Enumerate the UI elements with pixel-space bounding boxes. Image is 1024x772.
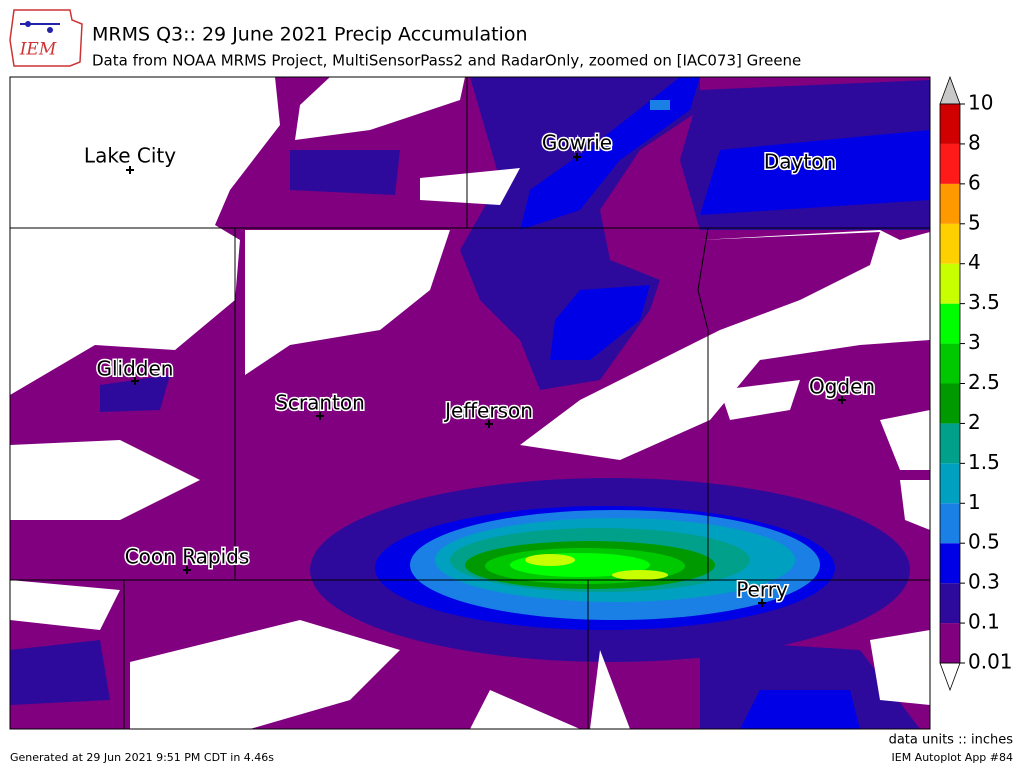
colorbar-segment — [940, 423, 960, 464]
footer-generated: Generated at 29 Jun 2021 9:51 PM CDT in … — [10, 751, 274, 764]
city-marker — [573, 153, 581, 161]
county-borders — [9, 76, 931, 730]
field-area — [740, 690, 860, 729]
colorbar-tick-label: 0.01 — [968, 650, 1013, 674]
subtitle: Data from NOAA MRMS Project, MultiSensor… — [92, 52, 801, 70]
city-label: Gowrie — [542, 131, 612, 155]
colorbar-segment — [940, 104, 960, 144]
field-area — [520, 77, 700, 230]
colorbar-segment — [940, 463, 960, 504]
logo: IEM — [9, 9, 83, 67]
cities: Lake City Gowrie Dayton Glidden Scranton Jeff… — [82, 129, 877, 607]
colorbar-segment — [940, 623, 960, 663]
colorbar-tick-label: 2.5 — [968, 370, 1000, 394]
colorbar-segment — [940, 583, 960, 624]
field-area — [100, 375, 170, 412]
colorbar-tick-label: 8 — [968, 130, 981, 154]
city-label: Dayton — [764, 150, 836, 174]
dry-areas — [10, 77, 930, 729]
city-label: Scranton — [275, 391, 365, 415]
field-area — [612, 570, 668, 580]
field-area — [290, 150, 400, 195]
field-area — [700, 130, 930, 215]
city-marker — [183, 566, 191, 574]
city-label: Ogden — [809, 375, 875, 399]
city-label: Lake City — [84, 144, 176, 168]
colorbar-segment — [940, 543, 960, 584]
colorbar-segment — [940, 183, 960, 224]
city-marker — [758, 599, 766, 607]
units-label: data units :: inches — [889, 733, 1014, 748]
colorbar-segment — [940, 223, 960, 264]
city-label: Coon Rapids — [125, 545, 250, 569]
city-label: Jefferson — [443, 399, 533, 423]
city-label: Glidden — [97, 357, 174, 381]
city-label: Perry — [736, 578, 788, 602]
colorbar-tick-label: 2 — [968, 410, 981, 434]
colorbar: 0.01 0.1 0.3 0.5 1 1.5 2 2.5 3 3.5 4 5 6 8 10 — [939, 75, 1013, 692]
title: MRMS Q3:: 29 June 2021 Precip Accumulati… — [92, 24, 528, 46]
colorbar-tick-label: 3 — [968, 330, 981, 354]
colorbar-tick-label: 0.3 — [968, 570, 1000, 594]
colorbar-segment — [940, 143, 960, 184]
field-area — [525, 554, 575, 566]
colorbar-tick-label: 0.1 — [968, 610, 1000, 634]
logo-text: IEM — [19, 40, 57, 60]
colorbar-tick-label: 1.5 — [968, 450, 1000, 474]
colorbar-segment — [940, 303, 960, 344]
field-area — [650, 100, 670, 110]
city-marker — [126, 166, 134, 174]
footer-app: IEM Autoplot App #84 — [892, 751, 1014, 764]
colorbar-under — [939, 662, 961, 692]
colorbar-tick-label: 10 — [968, 91, 993, 115]
city-marker — [838, 396, 846, 404]
colorbar-over — [939, 75, 961, 105]
colorbar-segment — [940, 503, 960, 544]
city-marker — [316, 412, 324, 420]
colorbar-tick-label: 4 — [968, 250, 981, 274]
colorbar-segment — [940, 343, 960, 384]
city-marker — [131, 377, 139, 385]
colorbar-tick-label: 0.5 — [968, 530, 1000, 554]
colorbar-tick-label: 1 — [968, 490, 981, 514]
colorbar-segment — [940, 263, 960, 304]
precip-field — [10, 77, 930, 729]
field-area — [10, 640, 110, 705]
field-area — [550, 285, 650, 360]
colorbar-tick-label: 3.5 — [968, 290, 1000, 314]
colorbar-tick-label: 6 — [968, 170, 981, 194]
colorbar-tick-label: 5 — [968, 210, 981, 234]
colorbar-segment — [940, 383, 960, 424]
city-marker — [485, 420, 493, 428]
